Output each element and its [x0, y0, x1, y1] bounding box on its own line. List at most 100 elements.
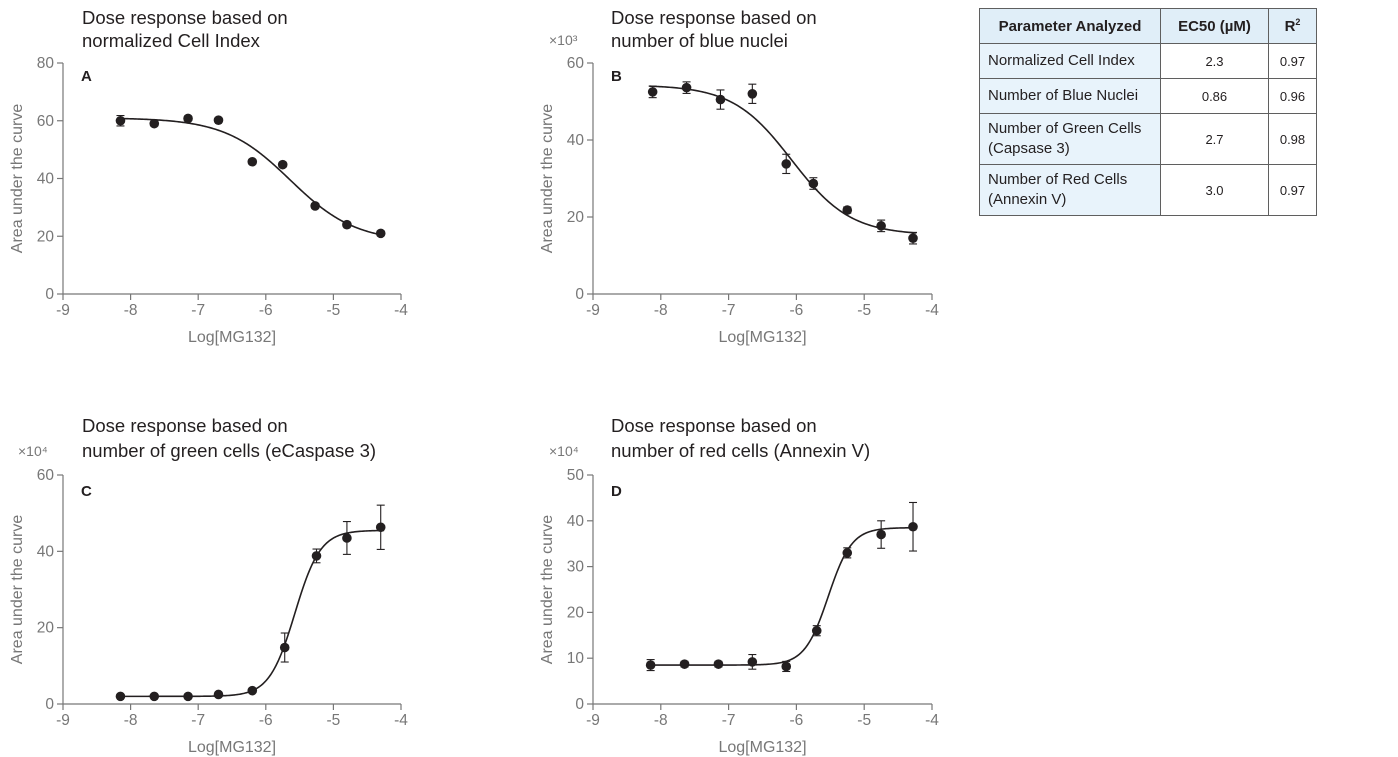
y-multiplier: ×10³	[549, 32, 578, 48]
data-point	[375, 228, 386, 239]
y-tick-label: 40	[37, 171, 55, 188]
x-tick-label: -7	[191, 302, 205, 319]
x-tick-label: -9	[56, 302, 70, 319]
chart-title-line: Dose response based on	[82, 415, 288, 436]
y-axis-label: Area under the curve	[9, 104, 26, 254]
data-point	[781, 159, 792, 169]
x-tick-label: -6	[259, 712, 273, 729]
ec50-value: 3.0	[1160, 164, 1269, 216]
fit-curve	[649, 85, 917, 234]
data-point	[647, 87, 658, 97]
panel-letter: A	[81, 68, 92, 85]
panel-letter: D	[611, 483, 622, 500]
x-axis-label: Log[MG132]	[188, 329, 276, 346]
panel-letter: B	[611, 68, 622, 85]
data-point	[645, 660, 656, 670]
y-tick-label: 20	[37, 620, 55, 637]
x-tick-label: -4	[925, 302, 939, 319]
chart-title-line: number of green cells (eCaspase 3)	[82, 440, 376, 461]
x-tick-label: -7	[722, 302, 736, 319]
x-axis-label: Log[MG132]	[718, 739, 806, 756]
chart-panel-c: Dose response based on number of green ce…	[9, 415, 408, 756]
fit-curve	[117, 529, 385, 698]
table-header-row: Parameter Analyzed EC50 (µM) R2	[979, 8, 1317, 44]
y-tick-label: 40	[37, 543, 55, 560]
x-tick-label: -5	[857, 302, 871, 319]
r2-value: 0.96	[1268, 78, 1317, 114]
data-point	[279, 642, 290, 653]
x-tick-label: -4	[925, 712, 939, 729]
header-parameter: Parameter Analyzed	[979, 8, 1161, 44]
data-point	[747, 89, 758, 99]
data-point	[715, 94, 726, 105]
x-tick-label: -9	[56, 712, 70, 729]
y-tick-label: 20	[567, 604, 585, 621]
x-axis-label: Log[MG132]	[188, 739, 276, 756]
r2-value: 0.97	[1268, 43, 1317, 79]
header-r2: R2	[1268, 8, 1317, 44]
data-point	[808, 178, 819, 189]
data-point	[183, 113, 193, 124]
y-tick-label: 60	[37, 113, 55, 130]
data-point	[342, 219, 352, 230]
y-tick-label: 30	[567, 559, 585, 576]
y-tick-label: 60	[567, 55, 585, 72]
parameter-name-line: Number of Green Cells	[988, 120, 1142, 137]
header-r2-superscript: 2	[1295, 17, 1301, 27]
chart-title-line: number of red cells (Annexin V)	[611, 440, 870, 461]
x-tick-label: -6	[790, 302, 804, 319]
y-tick-label: 80	[37, 55, 55, 72]
y-multiplier: ×10⁴	[18, 443, 48, 459]
y-tick-label: 0	[45, 286, 54, 303]
chart-title-line: number of blue nuclei	[611, 30, 788, 51]
r2-value: 0.98	[1268, 113, 1317, 165]
table-row: Normalized Cell Index 2.3 0.97	[979, 43, 1317, 79]
ec50-value: 2.3	[1160, 43, 1269, 79]
parameter-name-line: Normalized Cell Index	[988, 52, 1135, 69]
data-point	[876, 221, 886, 231]
data-point	[781, 661, 792, 672]
parameter-table: Parameter Analyzed EC50 (µM) R2 Normaliz…	[979, 8, 1317, 216]
ec50-value: 2.7	[1160, 113, 1269, 165]
data-point	[149, 118, 160, 129]
data-point	[213, 115, 224, 125]
data-point	[713, 659, 724, 669]
data-point	[115, 691, 126, 702]
header-ec50: EC50 (µM)	[1160, 8, 1269, 44]
x-tick-label: -7	[722, 712, 736, 729]
parameter-name-line: Number of Red Cells	[988, 171, 1128, 188]
y-tick-label: 20	[37, 228, 55, 245]
data-point	[908, 233, 918, 243]
table-row: Number of Green Cells (Capsase 3) 2.7 0.9…	[979, 113, 1317, 165]
data-point	[310, 201, 320, 211]
parameter-name: Normalized Cell Index	[979, 43, 1161, 79]
y-tick-label: 0	[45, 696, 54, 713]
x-tick-label: -9	[586, 302, 600, 319]
chart-title-line: Dose response based on	[611, 415, 817, 436]
x-axis-label: Log[MG132]	[718, 329, 806, 346]
data-point	[342, 533, 352, 543]
y-tick-label: 20	[567, 209, 585, 226]
x-tick-label: -8	[654, 302, 668, 319]
x-tick-label: -6	[259, 302, 273, 319]
x-tick-label: -8	[124, 712, 138, 729]
y-tick-label: 0	[575, 286, 584, 303]
data-point	[908, 521, 918, 532]
y-axis-label: Area under the curve	[539, 515, 556, 665]
fit-curve	[117, 117, 385, 237]
data-point	[183, 691, 193, 702]
r2-value: 0.97	[1268, 164, 1317, 216]
x-tick-label: -6	[790, 712, 804, 729]
data-point	[149, 691, 160, 702]
data-point	[115, 115, 126, 126]
header-r2-letter: R	[1284, 18, 1296, 35]
data-point	[811, 625, 822, 636]
x-tick-label: -5	[857, 712, 871, 729]
fit-curve	[647, 526, 917, 666]
parameter-name-line: (Annexin V)	[988, 191, 1067, 208]
x-tick-label: -4	[394, 712, 408, 729]
chart-title-line: normalized Cell Index	[82, 30, 261, 51]
